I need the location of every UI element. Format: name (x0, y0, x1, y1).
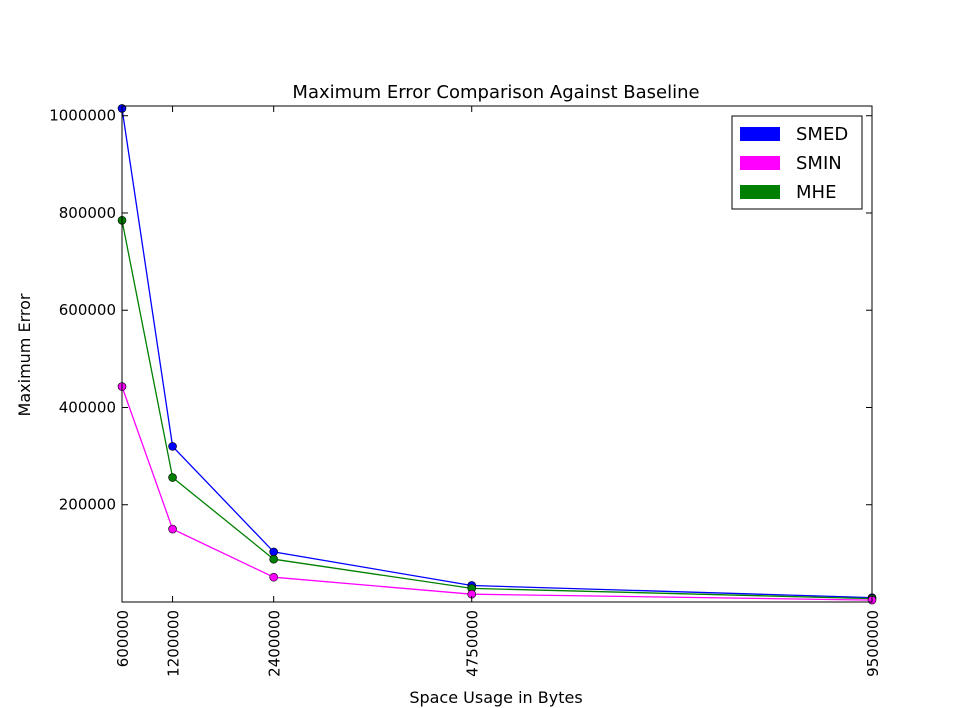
legend: SMED SMIN MHE (731, 115, 863, 210)
x-tick-label: 9500000 (864, 610, 882, 677)
y-tick-label: 1000000 (49, 107, 116, 125)
legend-swatch-smed (740, 127, 780, 141)
y-tick-label: 600000 (59, 301, 116, 319)
plot-frame (121, 105, 873, 603)
legend-label-smin: SMIN (796, 153, 842, 174)
chart-title: Maximum Error Comparison Against Baselin… (292, 82, 699, 103)
data-point-smin (269, 572, 278, 582)
legend-swatch-mhe (740, 185, 780, 199)
data-point-smin (168, 524, 177, 534)
x-tick-label: 4750000 (464, 610, 482, 677)
x-tick-label: 1200000 (165, 610, 183, 677)
data-point-mhe (269, 554, 278, 564)
axes-layer: 600000 1200000 2400000 4750000 9500000 200000… (49, 105, 882, 677)
legend-label-mhe: MHE (796, 182, 836, 203)
x-axis-label: Space Usage in Bytes (409, 688, 582, 707)
y-tick-label: 200000 (59, 496, 116, 514)
x-tick-label: 2400000 (266, 610, 284, 677)
y-tick-label: 800000 (59, 204, 116, 222)
y-axis-label: Maximum Error (15, 293, 34, 416)
legend-swatch-smin (740, 156, 780, 170)
data-point-mhe (168, 473, 177, 482)
x-tick-label: 600000 (114, 610, 132, 667)
legend-label-smed: SMED (796, 124, 848, 145)
data-point-smed (168, 442, 177, 451)
y-tick-label: 400000 (59, 398, 116, 416)
data-point-smed (269, 547, 278, 557)
